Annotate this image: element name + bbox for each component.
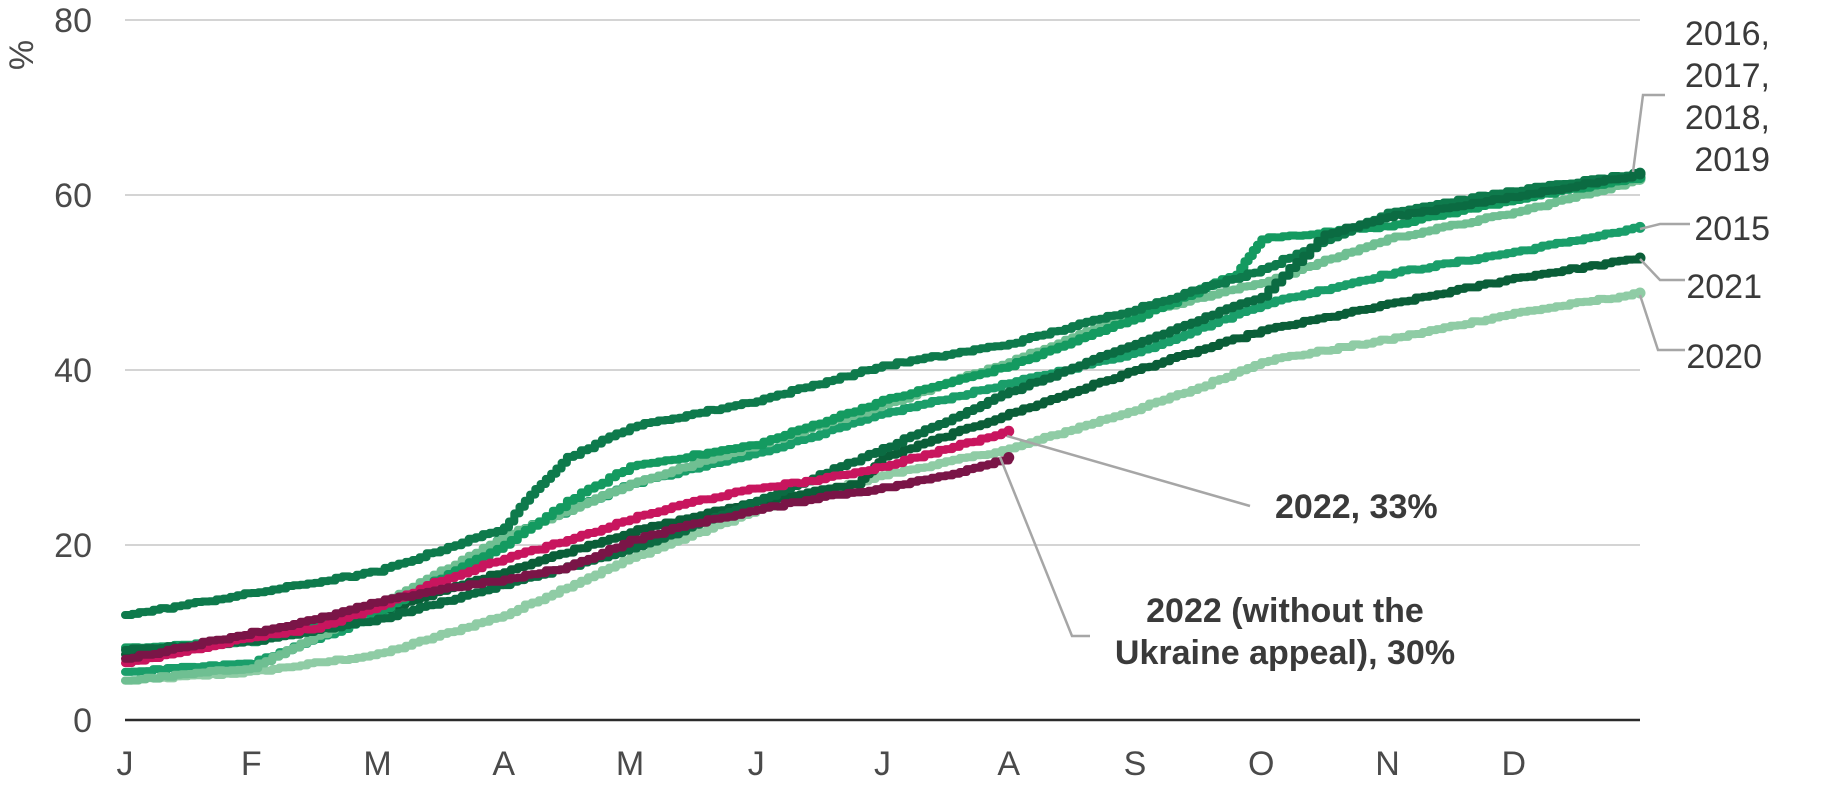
annotation-leader-line bbox=[1639, 258, 1685, 282]
series-end-point-2 bbox=[1634, 221, 1646, 233]
y-tick-label: 80 bbox=[54, 2, 92, 40]
annotation-label: 2022, 33% bbox=[1275, 488, 1438, 526]
annotation-label-line: 2015 bbox=[1694, 210, 1770, 248]
x-tick-label: A bbox=[492, 745, 515, 783]
annotation-label-line: 2018, bbox=[1685, 99, 1770, 137]
annotation-label-line: 2019 bbox=[1694, 141, 1770, 179]
x-tick-label: N bbox=[1375, 745, 1400, 783]
series-line-1 bbox=[121, 289, 1644, 685]
x-tick-label: O bbox=[1248, 745, 1274, 783]
series-line-8 bbox=[121, 427, 1013, 668]
annotation-label: 2021 bbox=[1686, 268, 1762, 306]
series-end-point-8 bbox=[1003, 425, 1015, 437]
series-line-6 bbox=[121, 169, 1644, 619]
gridlines bbox=[125, 19, 1640, 546]
y-tick-label: 0 bbox=[73, 702, 92, 740]
axes: 0 20 40 60 80 J F M A M J J A S O N D bbox=[54, 2, 1640, 783]
x-tick-label: M bbox=[616, 745, 644, 783]
annotation-leader-line bbox=[1638, 294, 1685, 352]
x-tick-label: D bbox=[1501, 745, 1526, 783]
annotation-label-line: 2021 bbox=[1686, 268, 1762, 306]
x-tick-label: M bbox=[363, 745, 391, 783]
series-line-7 bbox=[121, 170, 1644, 654]
x-tick-label: F bbox=[241, 745, 262, 783]
annotation-label: 2016, 2017, 2018, 2019 bbox=[1685, 15, 1770, 179]
annotation-label-line: 2020 bbox=[1686, 338, 1762, 376]
y-tick-label: 60 bbox=[54, 177, 92, 215]
annotation-label-line: 2022, 33% bbox=[1275, 488, 1438, 526]
series-end-point-9 bbox=[1003, 452, 1015, 463]
y-axis-label: % bbox=[3, 40, 41, 70]
series-lines bbox=[121, 167, 1646, 685]
annotation-label: 2022 (without the Ukraine appeal), 30% bbox=[1115, 592, 1455, 672]
x-tick-label: S bbox=[1124, 745, 1147, 783]
annotations: 2016, 2017, 2018, 2019 2015 2021 2020 2022, 33%… bbox=[998, 15, 1770, 672]
annotation-label: 2020 bbox=[1686, 338, 1762, 376]
annotation-label-line: Ukraine appeal), 30% bbox=[1115, 634, 1455, 672]
annotation-leader-line bbox=[1639, 222, 1690, 231]
series-line-9 bbox=[121, 453, 1013, 663]
annotation-leader-line bbox=[998, 456, 1090, 638]
x-tick-label: J bbox=[117, 745, 134, 783]
x-tick-label: J bbox=[748, 745, 765, 783]
y-tick-label: 20 bbox=[54, 527, 92, 565]
annotation-label-line: 2022 (without the bbox=[1146, 592, 1424, 630]
annotation-label-line: 2016, bbox=[1685, 15, 1770, 53]
annotation-label: 2015 bbox=[1694, 210, 1770, 248]
series-end-point-1 bbox=[1634, 287, 1646, 299]
x-tick-label: A bbox=[997, 745, 1020, 783]
y-tick-label: 40 bbox=[54, 352, 92, 390]
x-tick-label: J bbox=[874, 745, 891, 783]
series-end-point-7 bbox=[1634, 168, 1646, 180]
annotation-leader-line bbox=[1631, 93, 1665, 173]
annotation-leader-line bbox=[1006, 434, 1251, 508]
annotation-label-line: 2017, bbox=[1685, 57, 1770, 95]
